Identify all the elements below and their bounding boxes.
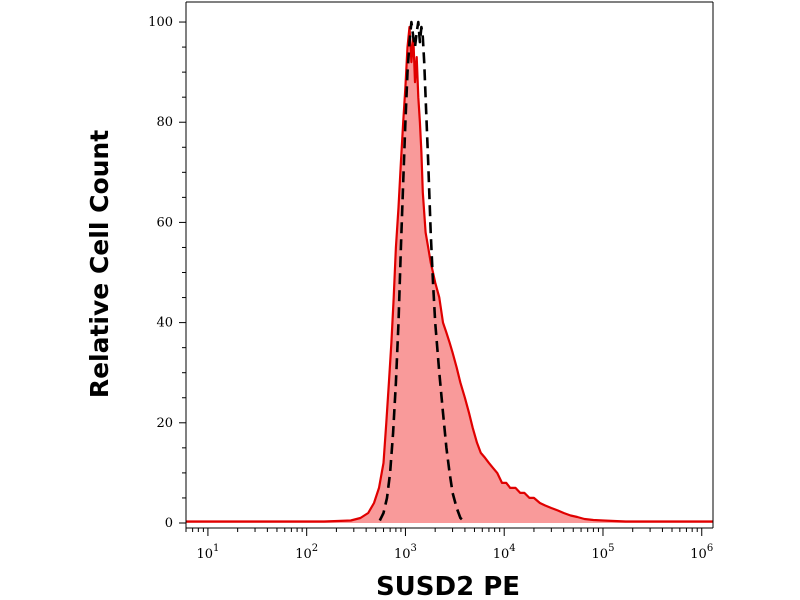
y-axis-title: Relative Cell Count [85,130,114,398]
y-tick-label: 0 [165,516,173,531]
x-tick-label: 106 [690,543,713,562]
series-0-fill [186,27,713,523]
y-tick-label: 100 [148,15,173,30]
series-0-line [186,25,713,523]
x-axis-title: SUSD2 PE [376,572,520,600]
x-tick-label: 102 [295,543,318,562]
x-tick-label: 105 [592,543,615,562]
y-tick-label: 40 [156,316,173,331]
plot-area [186,20,713,523]
y-tick-label: 60 [156,215,173,230]
x-tick-label: 101 [196,543,219,562]
y-tick-label: 80 [156,115,173,130]
x-tick-label: 103 [394,543,417,562]
y-tick-label: 20 [156,416,173,431]
axes: 0 20 40 60 80 100 101 102 103 104 105 106 [148,1,714,562]
series-1-line [378,20,466,523]
x-tick-label: 104 [493,543,516,562]
